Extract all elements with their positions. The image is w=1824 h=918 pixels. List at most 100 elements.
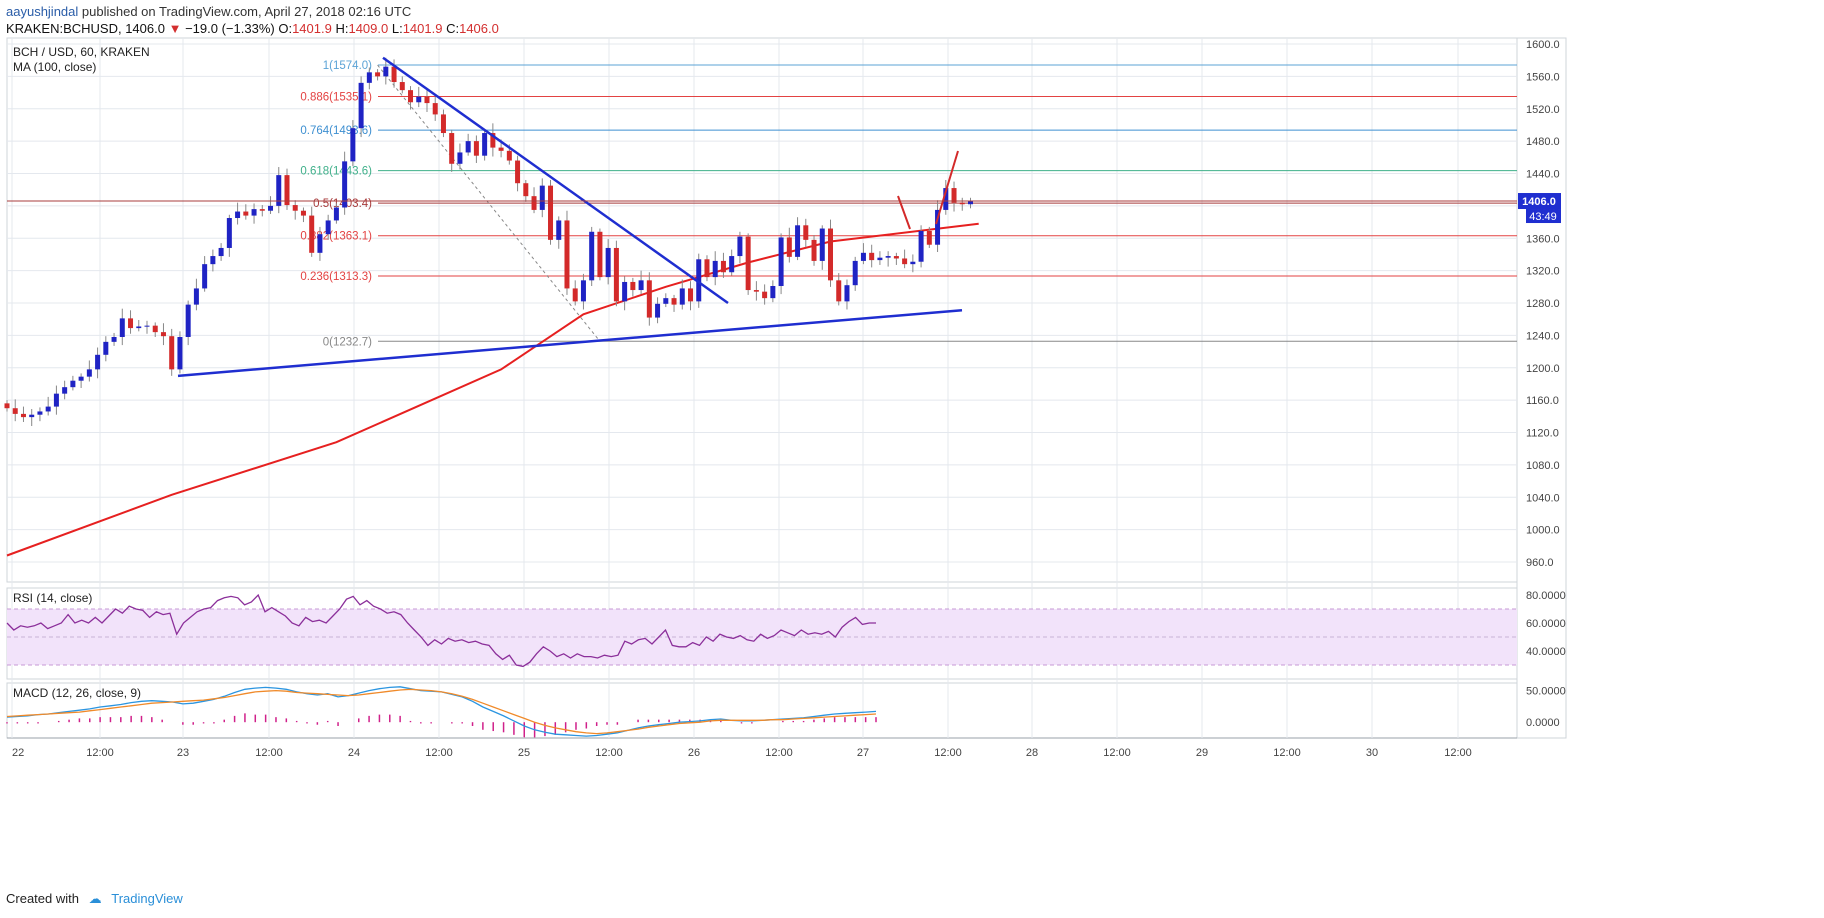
candle-body bbox=[243, 211, 249, 216]
candle-body bbox=[506, 150, 512, 161]
publish-info: aayushjindal published on TradingView.co… bbox=[6, 4, 411, 19]
rsi-tick-label: 60.0000 bbox=[1526, 618, 1566, 630]
candle-body bbox=[259, 209, 265, 211]
price-tick-label: 1440.0 bbox=[1526, 169, 1560, 181]
last-price-badge bbox=[1518, 193, 1561, 210]
time-tick-label: 12:00 bbox=[86, 747, 114, 759]
price-tick-label: 960.0 bbox=[1526, 557, 1554, 569]
candle-body bbox=[712, 260, 718, 278]
candle-body bbox=[548, 185, 554, 240]
macd-tick-label: 0.0000 bbox=[1526, 717, 1560, 729]
price-tick-label: 1080.0 bbox=[1526, 460, 1560, 472]
price-tick-label: 1040.0 bbox=[1526, 492, 1560, 504]
candle-body bbox=[885, 256, 891, 258]
candle-body bbox=[391, 66, 397, 83]
candle-body bbox=[811, 239, 817, 261]
candle-body bbox=[959, 202, 965, 205]
candle-body bbox=[119, 318, 125, 337]
candle-body bbox=[399, 82, 405, 91]
last-price-badge-text: 1406.0 bbox=[1522, 196, 1556, 208]
candle-body bbox=[185, 304, 191, 337]
fib-level-label: 0.618(1443.6) bbox=[300, 166, 372, 178]
price-tick-label: 1520.0 bbox=[1526, 104, 1560, 116]
time-tick-label: 12:00 bbox=[1273, 747, 1301, 759]
candle-body bbox=[869, 252, 875, 261]
candle-body bbox=[893, 256, 899, 259]
candle-body bbox=[795, 225, 801, 257]
candle-body bbox=[696, 259, 702, 302]
symbol-info-bar: KRAKEN:BCHUSD, 1406.0 ▼ −19.0 (−1.33%) O… bbox=[6, 21, 499, 36]
author-link[interactable]: aayushjindal bbox=[6, 4, 79, 19]
candle-body bbox=[926, 230, 932, 245]
tradingview-logo-icon[interactable]: ☁ bbox=[88, 891, 102, 906]
time-tick-label: 22 bbox=[12, 747, 24, 759]
time-tick-label: 23 bbox=[177, 747, 189, 759]
rsi-band bbox=[7, 609, 1517, 665]
time-tick-label: 12:00 bbox=[765, 747, 793, 759]
price-tick-label: 1160.0 bbox=[1526, 395, 1559, 407]
candle-body bbox=[564, 220, 570, 289]
macd-tick-label: 50.0000 bbox=[1526, 686, 1566, 698]
candle-body bbox=[745, 236, 751, 291]
candle-body bbox=[251, 209, 257, 216]
candle-body bbox=[951, 188, 957, 203]
candle-body bbox=[449, 133, 455, 164]
price-tick-label: 1360.0 bbox=[1526, 233, 1560, 245]
open-value: 1401.9 bbox=[292, 21, 332, 36]
time-tick-label: 12:00 bbox=[595, 747, 623, 759]
candle-body bbox=[523, 183, 529, 197]
rsi-tick-label: 80.0000 bbox=[1526, 590, 1566, 602]
candle-body bbox=[86, 369, 92, 377]
candle-body bbox=[202, 264, 208, 289]
candle-body bbox=[408, 90, 414, 103]
time-tick-label: 12:00 bbox=[1444, 747, 1472, 759]
open-label: O: bbox=[278, 21, 293, 36]
candle-body bbox=[177, 336, 183, 370]
candle-body bbox=[218, 247, 224, 257]
candle-body bbox=[136, 326, 142, 329]
close-label: C: bbox=[446, 21, 460, 36]
candle-body bbox=[424, 96, 430, 104]
price-tick-label: 1240.0 bbox=[1526, 330, 1560, 342]
candle-body bbox=[383, 66, 389, 77]
candle-body bbox=[210, 256, 216, 265]
time-tick-label: 25 bbox=[518, 747, 530, 759]
candle-body bbox=[193, 288, 199, 305]
time-tick-label: 26 bbox=[688, 747, 700, 759]
countdown-text: 43:49 bbox=[1529, 211, 1557, 223]
down-arrow-icon: ▼ bbox=[168, 21, 182, 36]
tradingview-brand[interactable]: TradingView bbox=[111, 891, 183, 906]
macd-pane bbox=[6, 682, 1518, 739]
candle-body bbox=[432, 103, 438, 115]
price-tick-label: 1200.0 bbox=[1526, 363, 1560, 375]
candle-body bbox=[605, 247, 611, 278]
candle-body bbox=[852, 260, 858, 286]
candle-body bbox=[309, 215, 315, 253]
rsi-line bbox=[6, 593, 876, 668]
candle-body bbox=[103, 341, 109, 355]
candle-body bbox=[770, 286, 776, 299]
candle-body bbox=[358, 82, 364, 129]
price-tick-label: 1560.0 bbox=[1526, 71, 1560, 83]
candle-body bbox=[62, 387, 68, 394]
rsi-title: RSI (14, close) bbox=[13, 591, 92, 605]
candle-body bbox=[679, 288, 685, 305]
candle-body bbox=[482, 133, 488, 156]
candle-body bbox=[844, 285, 850, 302]
candle-body bbox=[597, 231, 603, 278]
candle-body bbox=[663, 298, 669, 304]
high-label: H: bbox=[335, 21, 349, 36]
candle-body bbox=[292, 205, 298, 211]
candle-body bbox=[836, 280, 842, 302]
candle-body bbox=[539, 185, 545, 210]
time-tick-label: 24 bbox=[348, 747, 360, 759]
close-value: 1406.0 bbox=[459, 21, 499, 36]
support-trendline bbox=[177, 309, 963, 378]
time-tick-label: 30 bbox=[1366, 747, 1378, 759]
candle-body bbox=[572, 288, 578, 302]
candle-body bbox=[350, 128, 356, 162]
price-tick-label: 1480.0 bbox=[1526, 136, 1560, 148]
resistance-trendline bbox=[382, 56, 729, 305]
time-tick-label: 12:00 bbox=[1103, 747, 1131, 759]
